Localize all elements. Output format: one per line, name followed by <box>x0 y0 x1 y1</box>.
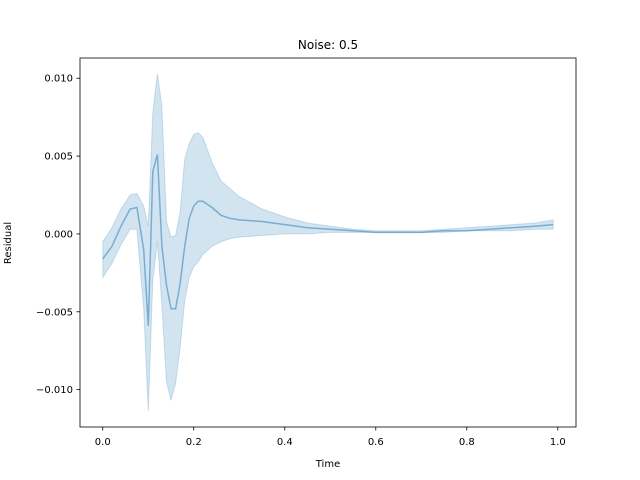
x-axis: 0.0 0.2 0.4 0.6 0.8 1.0 <box>95 427 566 448</box>
x-tick-label: 0.2 <box>186 437 202 448</box>
axes-frame <box>79 57 577 428</box>
x-axis-label: Time <box>315 459 340 470</box>
mean-line <box>102 154 554 326</box>
chart-title: Noise: 0.5 <box>298 38 358 52</box>
confidence-band <box>102 73 554 412</box>
x-tick-label: 1.0 <box>550 437 566 448</box>
x-tick-label: 0.4 <box>277 437 293 448</box>
y-tick-label: 0.005 <box>44 152 73 163</box>
y-axis-label: Residual <box>3 222 14 264</box>
y-tick-label: 0.000 <box>44 229 73 240</box>
y-axis: −0.010 −0.005 0.000 0.005 0.010 <box>36 74 80 396</box>
plot-area <box>102 73 554 412</box>
y-tick-label: −0.005 <box>36 307 73 318</box>
x-tick-label: 0.0 <box>95 437 111 448</box>
y-tick-label: −0.010 <box>36 385 73 396</box>
y-tick-label: 0.010 <box>44 74 73 85</box>
x-tick-label: 0.6 <box>368 437 384 448</box>
x-tick-label: 0.8 <box>459 437 475 448</box>
